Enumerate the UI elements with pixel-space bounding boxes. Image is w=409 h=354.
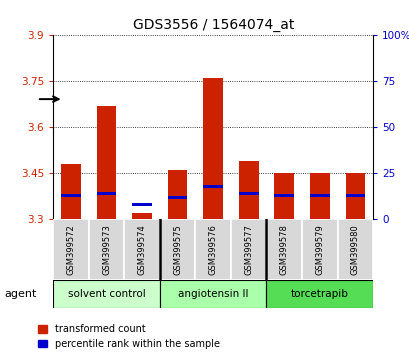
Text: GSM399574: GSM399574 [137, 224, 146, 275]
Bar [160, 280, 266, 308]
Bar [266, 280, 372, 308]
Bar [168, 170, 187, 219]
Bar [61, 194, 81, 197]
Text: GSM399577: GSM399577 [244, 224, 253, 275]
Text: angiotensin II: angiotensin II [178, 289, 248, 299]
Bar [203, 185, 222, 188]
Bar [132, 213, 151, 219]
Bar [301, 219, 337, 280]
Bar [238, 192, 258, 195]
Bar [160, 219, 195, 280]
Bar [230, 219, 266, 280]
Text: GSM399579: GSM399579 [315, 224, 324, 275]
Bar [61, 164, 81, 219]
Bar [337, 219, 372, 280]
Bar [274, 173, 293, 219]
Bar [203, 78, 222, 219]
Text: solvent control: solvent control [67, 289, 145, 299]
Bar [238, 161, 258, 219]
Bar [53, 219, 89, 280]
Bar [97, 192, 116, 195]
Bar [195, 219, 230, 280]
Bar [309, 194, 329, 197]
Text: GSM399576: GSM399576 [208, 224, 217, 275]
Text: GSM399580: GSM399580 [350, 224, 359, 275]
Text: GSM399572: GSM399572 [66, 224, 75, 275]
Bar [309, 173, 329, 219]
Text: GSM399573: GSM399573 [102, 224, 111, 275]
Text: torcetrapib: torcetrapib [290, 289, 348, 299]
Bar [168, 196, 187, 199]
Text: GSM399575: GSM399575 [173, 224, 182, 275]
Bar [274, 194, 293, 197]
Bar [132, 203, 151, 206]
Bar [345, 194, 364, 197]
Bar [345, 173, 364, 219]
Bar [53, 280, 160, 308]
Bar [266, 219, 301, 280]
Bar [124, 219, 160, 280]
Title: GDS3556 / 1564074_at: GDS3556 / 1564074_at [132, 18, 293, 32]
Legend: transformed count, percentile rank within the sample: transformed count, percentile rank withi… [38, 324, 220, 349]
Bar [97, 106, 116, 219]
Text: GSM399578: GSM399578 [279, 224, 288, 275]
Text: agent: agent [4, 289, 36, 299]
Bar [89, 219, 124, 280]
